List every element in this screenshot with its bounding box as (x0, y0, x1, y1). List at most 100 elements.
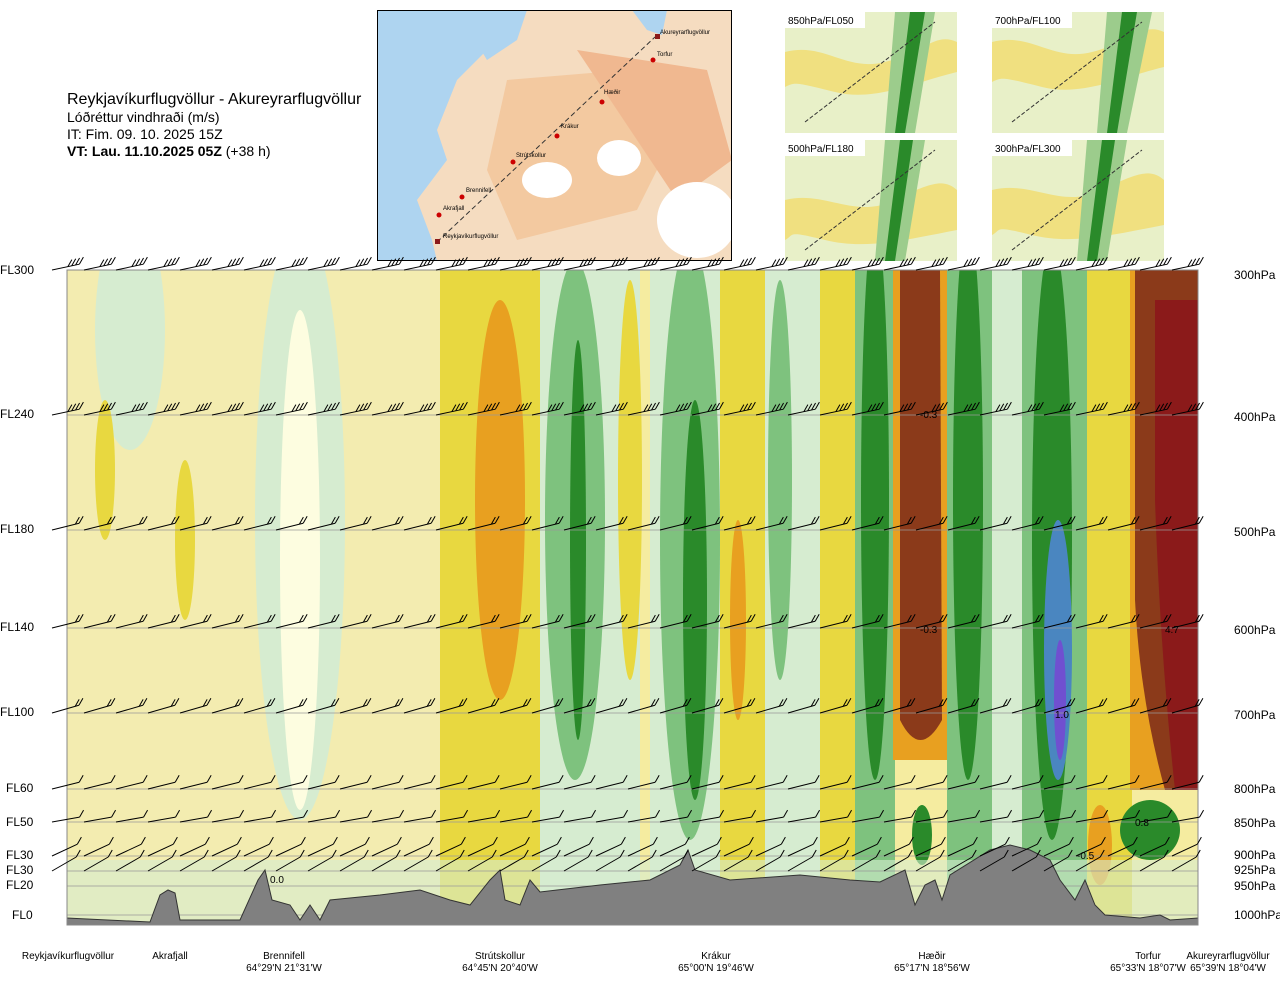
wind-barb (179, 836, 210, 857)
wind-barb (755, 698, 788, 714)
wind-barb (851, 515, 884, 531)
wind-barb (1043, 401, 1076, 416)
wind-barb (339, 849, 369, 872)
wind-barb (1139, 515, 1172, 531)
wind-barb (819, 401, 852, 416)
left-label-fl60: FL60 (6, 781, 34, 795)
wind-barb (179, 613, 212, 629)
left-label-fl0: FL0 (12, 908, 33, 922)
wind-barb (467, 849, 497, 872)
wind-barb (819, 849, 849, 872)
route-title: Reykjavíkurflugvöllur - Akureyrarflugvöl… (67, 91, 362, 108)
wind-barb (1107, 515, 1140, 531)
wind-barb (1171, 256, 1204, 271)
right-label-400: 400hPa (1234, 410, 1276, 424)
wind-barb (499, 774, 532, 790)
wind-barb (595, 613, 628, 629)
left-label-fl140: FL140 (0, 620, 34, 634)
right-label-950: 950hPa (1234, 879, 1276, 893)
left-axis: FL300 FL240 FL180 FL140 FL100 FL60 FL50 … (0, 263, 34, 922)
wind-barb (1043, 849, 1073, 872)
wind-barb (51, 698, 84, 714)
wind-barb (115, 401, 148, 416)
plot-frame (66, 269, 1199, 926)
wind-barb (1075, 809, 1109, 823)
map-label-haedir: Hæðir (604, 89, 620, 96)
wind-barb (307, 836, 338, 857)
wind-barb (467, 774, 500, 790)
wind-barb (243, 836, 274, 857)
wind-barb (1171, 774, 1204, 790)
wind-barb (1171, 836, 1202, 857)
wind-barb (691, 698, 724, 714)
map-marker-torfur (650, 57, 656, 63)
wind-barb (531, 849, 561, 872)
wind-barb (691, 836, 722, 857)
thumb-500-label: 500hPa/FL180 (788, 144, 854, 155)
wind-barb (1011, 836, 1042, 857)
wind-barb (531, 836, 562, 857)
station-akrafjall: Akrafjall (152, 951, 188, 963)
wind-barb (1043, 515, 1076, 531)
wind-barb (1171, 849, 1201, 872)
wind-barb (531, 809, 565, 823)
wind-barb (851, 774, 884, 790)
valid-time-main: VT: Lau. 11.10.2025 05Z (67, 143, 222, 159)
wind-barb (307, 774, 340, 790)
wind-barb (563, 613, 596, 629)
wind-barb (947, 849, 977, 872)
wind-barb (83, 849, 113, 872)
wind-barb (275, 401, 308, 416)
wind-barb (83, 698, 116, 714)
wind-barb (787, 613, 820, 629)
map-label-strutskollur: Strútskollur (516, 153, 546, 159)
wind-barb (403, 515, 436, 531)
wind-barb (1043, 698, 1076, 714)
wind-barb (595, 836, 626, 857)
wind-barb (339, 774, 372, 790)
wind-barb (1171, 698, 1204, 714)
wind-barb (499, 836, 530, 857)
heatmap-field (67, 270, 1198, 925)
map-waypoint-markers (435, 34, 660, 244)
wind-barb (211, 836, 242, 857)
wind-barb (819, 515, 852, 531)
wind-barb (1139, 698, 1172, 714)
wind-barb (819, 809, 853, 823)
wind-barb (83, 613, 116, 629)
wind-barb (435, 836, 466, 857)
station-torfur-coord: 65°33'N 18°07'W (1110, 963, 1186, 974)
wind-barb (723, 698, 756, 714)
right-label-925: 925hPa (1234, 863, 1276, 877)
contour-label-7: -0.5 (1077, 851, 1095, 862)
thumb-500: 500hPa/FL180 (785, 140, 957, 261)
wind-barb (275, 613, 308, 629)
station-haedir: Hæðir 65°17'N 18°56'W (894, 951, 970, 975)
wind-barb (627, 515, 660, 531)
wind-barb (979, 836, 1010, 857)
wind-barb (595, 849, 625, 872)
wind-barb (115, 515, 148, 531)
wind-barb (51, 401, 84, 416)
wind-barb (179, 515, 212, 531)
wind-barb (1171, 515, 1204, 531)
wind-barb (691, 613, 724, 629)
contour-label-2: -0.3 (920, 410, 938, 421)
wind-barb (147, 849, 177, 872)
map-marker-haedir (599, 99, 605, 105)
left-label-fl30b: FL30 (6, 863, 34, 877)
wind-barb (1107, 613, 1140, 629)
wind-barb (211, 613, 244, 629)
wind-barb (51, 809, 85, 823)
map-label-krakur: Krákur (561, 124, 579, 130)
wind-barb (83, 256, 116, 271)
wind-barb (627, 698, 660, 714)
map-label-akureyri: Akureyrarflugvöllur (660, 30, 710, 36)
wind-barb (435, 809, 469, 823)
wind-barb (691, 849, 721, 872)
wind-barb (787, 515, 820, 531)
wind-barb (755, 836, 786, 857)
wind-barb (851, 836, 882, 857)
wind-barb (371, 809, 405, 823)
wind-barb (723, 515, 756, 531)
